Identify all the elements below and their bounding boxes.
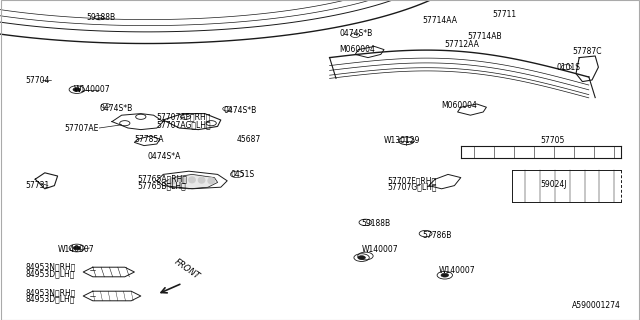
Circle shape [441,273,449,277]
Text: 45687: 45687 [237,135,261,144]
Text: 57707AF〈RH〉: 57707AF〈RH〉 [157,112,211,121]
Ellipse shape [179,177,186,183]
Ellipse shape [189,177,195,183]
Text: 57785A: 57785A [134,135,164,144]
Text: 57714AA: 57714AA [422,16,458,25]
Text: 84953D〈LH〉: 84953D〈LH〉 [26,295,75,304]
Text: 0474S*B: 0474S*B [224,106,257,115]
Text: 57765A〈RH〉: 57765A〈RH〉 [138,175,188,184]
Text: 59188B: 59188B [86,13,116,22]
Text: 59188B: 59188B [362,220,391,228]
Text: 57786B: 57786B [422,231,452,240]
Text: 57707AE: 57707AE [64,124,99,132]
Polygon shape [163,174,218,189]
Text: 0474S*B: 0474S*B [99,104,132,113]
Circle shape [73,88,81,92]
Text: 0101S: 0101S [557,63,581,72]
Circle shape [73,246,81,250]
Text: 0474S*B: 0474S*B [339,29,372,38]
Text: 57707AG〈LH〉: 57707AG〈LH〉 [157,120,211,129]
Text: 57707G〈LH〉: 57707G〈LH〉 [387,183,436,192]
Text: 57705: 57705 [541,136,565,145]
Text: A590001274: A590001274 [572,301,621,310]
Text: 84953N〈RH〉: 84953N〈RH〉 [26,263,76,272]
Text: W140007: W140007 [362,245,398,254]
Text: 84953D〈LH〉: 84953D〈LH〉 [26,269,75,278]
Text: 57704: 57704 [26,76,50,84]
Ellipse shape [198,177,205,183]
Text: W140007: W140007 [438,266,475,275]
Ellipse shape [208,178,214,184]
Text: 57787C: 57787C [573,47,602,56]
Text: W130129: W130129 [384,136,420,145]
Text: W140007: W140007 [74,85,110,94]
Circle shape [358,256,365,260]
Text: 57707F〈RH〉: 57707F〈RH〉 [387,176,436,185]
Text: FRONT: FRONT [173,258,202,282]
Text: 57731: 57731 [26,181,50,190]
Text: 59024J: 59024J [541,180,567,188]
Text: 0451S: 0451S [230,170,255,179]
Text: M060004: M060004 [442,101,477,110]
Text: M060004: M060004 [339,45,375,54]
Ellipse shape [170,178,176,184]
Text: 0474S*A: 0474S*A [147,152,180,161]
Text: 57714AB: 57714AB [467,32,502,41]
Text: 57765B〈LH〉: 57765B〈LH〉 [138,181,186,190]
Text: 57712AA: 57712AA [445,40,479,49]
Text: 57711: 57711 [493,10,517,19]
Text: W140007: W140007 [58,245,94,254]
Text: 84953N〈RH〉: 84953N〈RH〉 [26,288,76,297]
